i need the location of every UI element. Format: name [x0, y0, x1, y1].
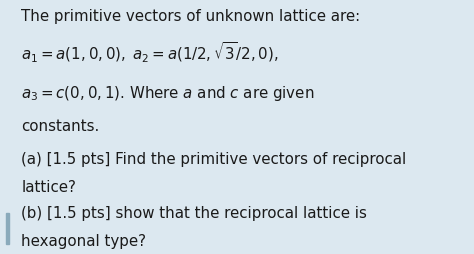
Bar	[6, 213, 9, 244]
Text: constants.: constants.	[21, 118, 100, 133]
Text: $a_3 = c(0, 0, 1)$. Where $a$ and $c$ are given: $a_3 = c(0, 0, 1)$. Where $a$ and $c$ ar…	[21, 84, 315, 103]
Text: (a) [1.5 pts] Find the primitive vectors of reciprocal: (a) [1.5 pts] Find the primitive vectors…	[21, 151, 407, 166]
Text: hexagonal type?: hexagonal type?	[21, 233, 146, 248]
Text: (b) [1.5 pts] show that the reciprocal lattice is: (b) [1.5 pts] show that the reciprocal l…	[21, 205, 367, 220]
Text: $a_1 = a(1, 0, 0),\; a_2 = a(1/2, \sqrt{3}/2, 0),$: $a_1 = a(1, 0, 0),\; a_2 = a(1/2, \sqrt{…	[21, 41, 279, 65]
Text: The primitive vectors of unknown lattice are:: The primitive vectors of unknown lattice…	[21, 9, 360, 24]
Text: lattice?: lattice?	[21, 179, 76, 194]
